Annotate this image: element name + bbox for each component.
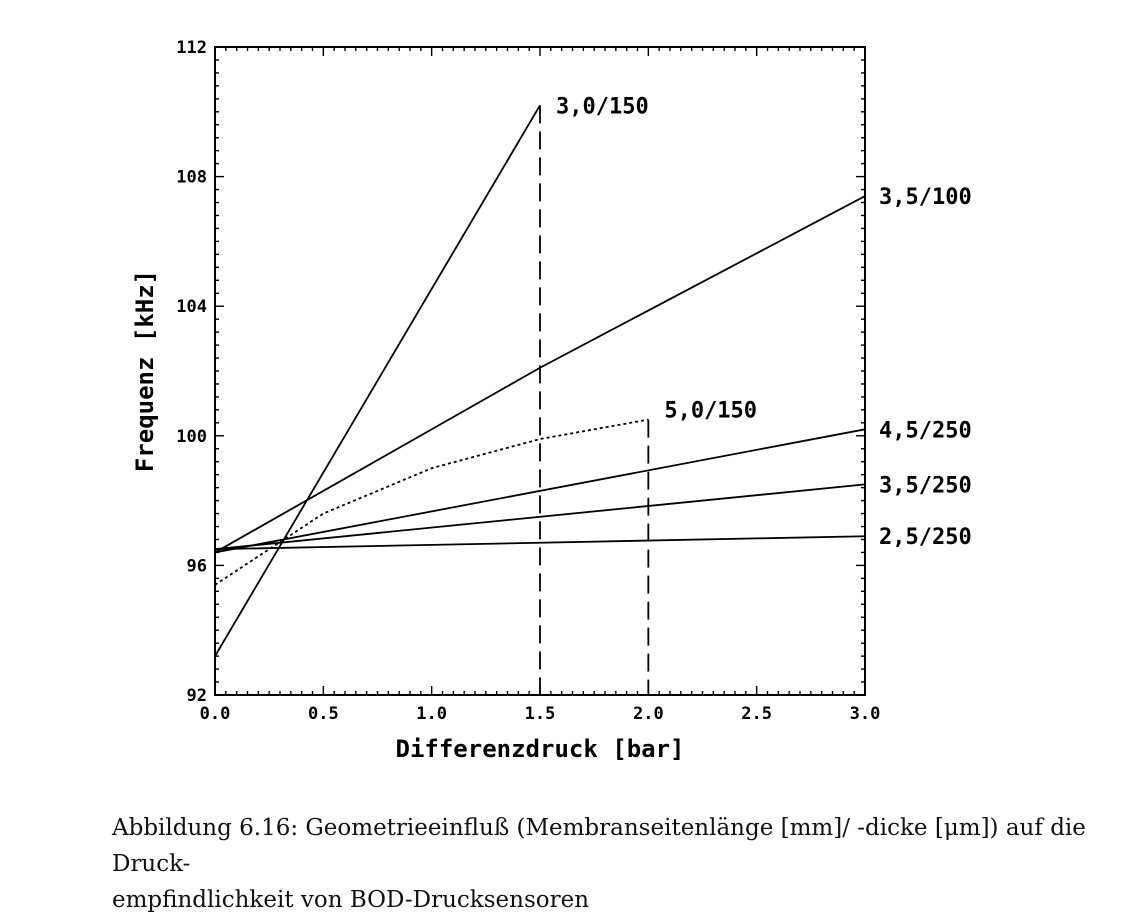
series-label: 3,0/150 — [556, 94, 649, 119]
y-tick-label: 100 — [176, 427, 207, 447]
chart: 0.0 0.5 1.0 1.5 2.0 2.5 3.0 92 96 100 104 108 112 Dif… — [131, 38, 972, 763]
caption-line-2: empfindlichkeit von BOD-Drucksensoren — [112, 887, 590, 913]
caption-line-1: Abbildung 6.16: Geometrieeinfluß (Membra… — [112, 815, 1086, 877]
series-label: 4,5/250 — [879, 418, 972, 443]
series-line-3 — [214, 428, 866, 554]
series-line-4 — [214, 483, 866, 551]
y-tick-label: 112 — [176, 38, 207, 58]
x-tick-label: 0.0 — [200, 704, 231, 724]
series-line-0 — [214, 104, 541, 657]
y-tick-label: 92 — [187, 686, 207, 706]
x-tick-label: 0.5 — [308, 704, 339, 724]
y-tick-label: 96 — [187, 556, 207, 576]
x-tick-label: 1.0 — [416, 704, 447, 724]
figure-caption: Abbildung 6.16: Geometrieeinfluß (Membra… — [112, 810, 1102, 918]
series-label: 5,0/150 — [664, 399, 757, 424]
y-tick-label: 104 — [176, 297, 207, 317]
x-tick-label: 1.5 — [525, 704, 556, 724]
series-line-2 — [214, 418, 649, 586]
series-label: 3,5/250 — [879, 473, 972, 498]
x-tick-label: 3.0 — [850, 704, 881, 724]
series-line-5 — [214, 535, 866, 551]
y-axis-label: Frequenz [kHz] — [131, 270, 159, 472]
x-tick-label: 2.0 — [633, 704, 664, 724]
plot-area: 0.0 0.5 1.0 1.5 2.0 2.5 3.0 92 96 100 104 108 112 Dif… — [131, 38, 972, 763]
x-tick-label: 2.5 — [741, 704, 772, 724]
y-tick-label: 108 — [176, 168, 207, 188]
series-line-1 — [214, 195, 866, 554]
series-label: 3,5/100 — [879, 185, 972, 210]
series-label: 2,5/250 — [879, 525, 972, 550]
x-axis-label: Differenzdruck [bar] — [396, 735, 685, 763]
